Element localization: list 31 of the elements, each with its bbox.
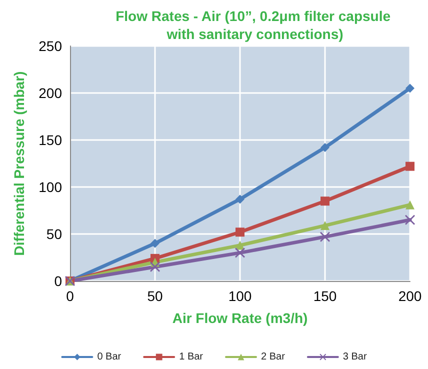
y-tick-label: 200 (38, 85, 62, 101)
legend-label: 2 Bar (261, 352, 286, 362)
y-tick-label: 0 (54, 273, 62, 289)
chart-title: Flow Rates - Air (10”, 0.2μm filter capsule with sanitary connections) (116, 8, 394, 42)
point (150, 238, 160, 248)
point (405, 214, 415, 225)
y-axis-title: Differential Pressure (mbar) (11, 71, 27, 256)
y-tick-label: 50 (46, 226, 62, 242)
point (406, 84, 414, 93)
x-tick-label: 50 (147, 288, 163, 304)
point (236, 194, 244, 204)
point (406, 200, 414, 210)
point (150, 262, 160, 272)
y-tick-label: 100 (38, 179, 62, 195)
point (320, 196, 330, 206)
x-tick-label: 150 (313, 288, 337, 304)
y-tick-label: 150 (38, 132, 62, 148)
x-tick-label: 0 (66, 288, 74, 304)
x-tick-label: 100 (228, 288, 252, 304)
x-axis-title: Air Flow Rate (m3/h) (172, 310, 308, 326)
point (320, 143, 330, 152)
legend-label: 3 Bar (342, 352, 368, 362)
point (320, 232, 330, 242)
point (406, 162, 414, 171)
x-tick-label: 200 (398, 288, 422, 304)
point (236, 228, 244, 237)
y-tick-label: 250 (38, 38, 62, 54)
point (235, 248, 245, 258)
legend-label: 1 Bar (179, 352, 204, 362)
point (320, 221, 330, 230)
legend-label: 0 Bar (97, 352, 122, 362)
